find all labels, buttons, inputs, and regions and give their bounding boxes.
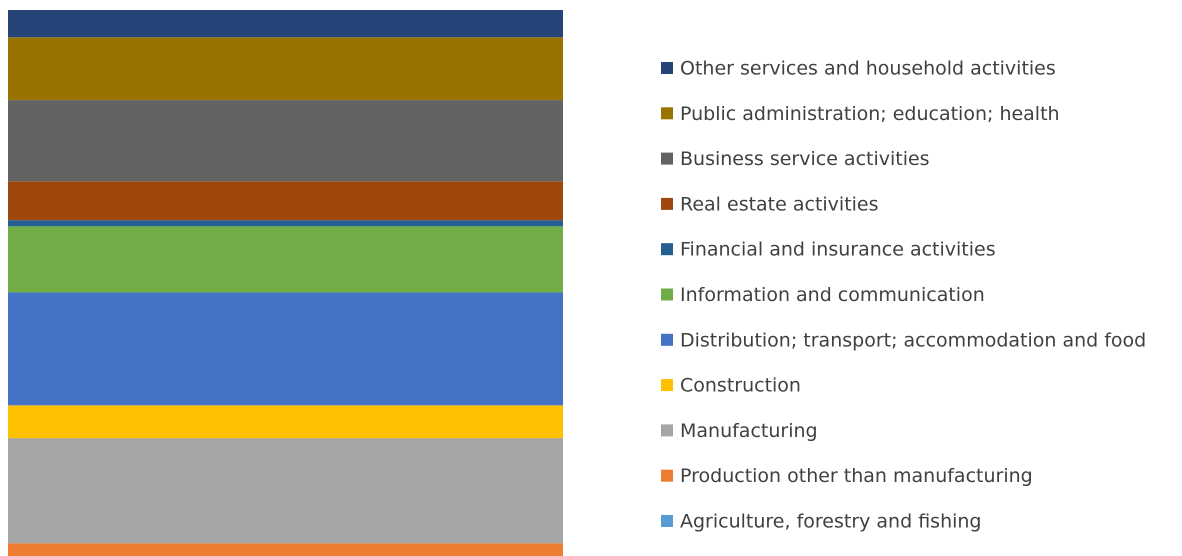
- bar-segment: [8, 405, 563, 439]
- legend-label: Real estate activities: [680, 193, 879, 215]
- legend-label: Manufacturing: [680, 420, 818, 442]
- legend-label: Public administration; education; health: [680, 103, 1060, 125]
- legend-swatch: [661, 515, 673, 527]
- legend-label: Information and communication: [680, 284, 985, 306]
- legend-label: Agriculture, forestry and fishing: [680, 511, 982, 533]
- legend-label: Other services and household activities: [680, 58, 1056, 80]
- legend-swatch: [661, 243, 673, 256]
- legend-swatch: [661, 152, 673, 165]
- legend-swatch: [661, 379, 673, 392]
- bar-segment: [8, 438, 563, 544]
- legend-swatch: [661, 424, 673, 437]
- legend-label: Construction: [680, 375, 801, 397]
- legend-label: Financial and insurance activities: [680, 239, 996, 261]
- legend-label: Production other than manufacturing: [680, 465, 1033, 487]
- bar-segment: [8, 226, 563, 293]
- legend-label: Business service activities: [680, 148, 930, 170]
- legend-swatch: [661, 197, 673, 210]
- bar-segment: [8, 37, 563, 101]
- bar-segment: [8, 10, 563, 38]
- legend-label: Distribution; transport; accommodation a…: [680, 329, 1146, 351]
- bar-segment: [8, 543, 563, 556]
- bar-segment: [8, 220, 563, 227]
- legend-swatch: [661, 333, 673, 346]
- bar-segment: [8, 181, 563, 221]
- legend-swatch: [661, 288, 673, 301]
- legend-swatch: [661, 469, 673, 482]
- bar-segment: [8, 100, 563, 182]
- bar-segment: [8, 292, 563, 406]
- legend-swatch: [661, 107, 673, 120]
- legend-swatch: [661, 62, 673, 74]
